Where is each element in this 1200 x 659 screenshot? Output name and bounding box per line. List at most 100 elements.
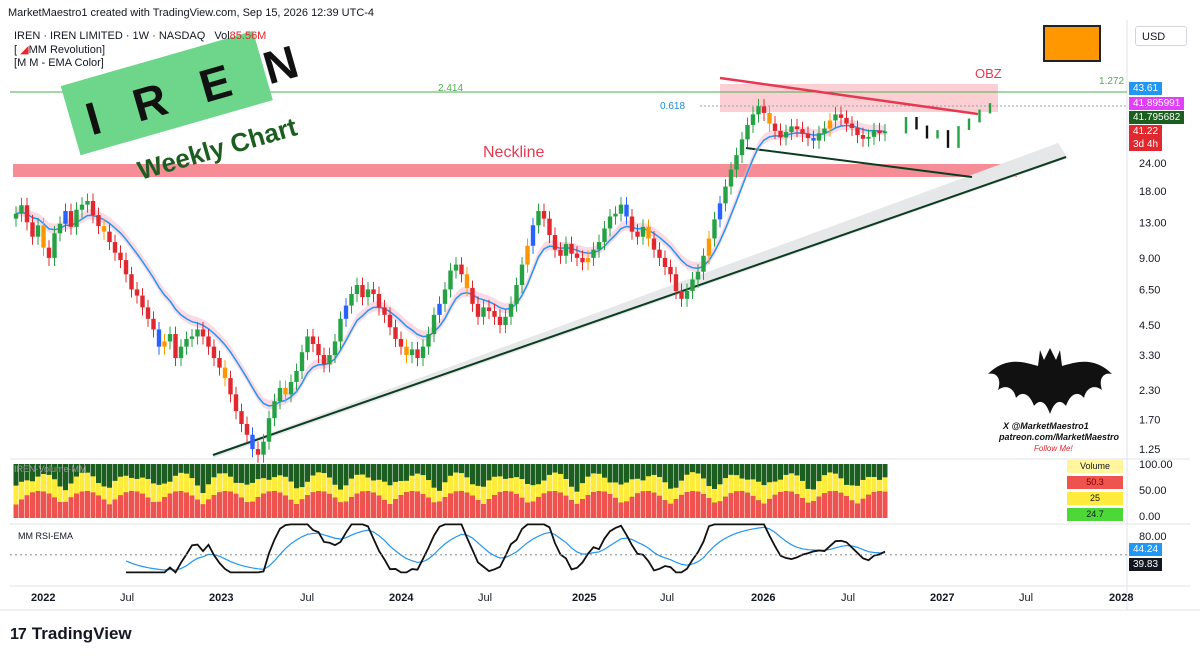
candle-body: [591, 249, 596, 258]
candle-body: [41, 225, 46, 248]
candle-body: [448, 270, 453, 290]
candle-body: [690, 279, 695, 291]
volume-bar-red: [613, 497, 618, 518]
volume-bar-yellow: [30, 481, 35, 493]
volume-bar-yellow: [101, 486, 107, 500]
rsi-panel-label: MM RSI-EMA: [18, 531, 73, 541]
volume-bar-yellow: [536, 484, 541, 497]
volume-bar-yellow: [35, 476, 41, 492]
volume-bar-red: [404, 492, 409, 518]
volume-bar-red: [140, 493, 145, 518]
volume-bar-red: [349, 497, 354, 518]
fib-label-0618: 0.618: [660, 101, 685, 112]
rsi-tag-ema: 44.24: [1129, 543, 1163, 556]
candle-body: [684, 290, 690, 299]
candle-body: [382, 307, 387, 315]
volume-bar-red: [734, 491, 739, 518]
volume-bar-red: [646, 491, 651, 518]
volume-bar-yellow: [739, 478, 745, 492]
candle-body: [107, 231, 112, 243]
watermark-site: patreon.com/MarketMaestro: [998, 432, 1120, 442]
candle-body: [316, 343, 321, 356]
watermark-cta: Follow Me!: [1034, 444, 1073, 453]
volume-bar-red: [222, 491, 228, 518]
volume-bar-yellow: [206, 484, 211, 500]
volume-bar-yellow: [624, 482, 629, 502]
volume-bar-yellow: [250, 482, 255, 502]
volume-bar-red: [827, 491, 833, 518]
candle-body: [63, 211, 68, 224]
volume-bar-red: [541, 493, 547, 518]
candle-body: [541, 211, 547, 219]
title-banner-bg: [60, 30, 273, 156]
candle-body: [750, 114, 756, 125]
volume-bar-red: [690, 491, 695, 518]
volume-bar-red: [442, 497, 448, 518]
volume-bar-red: [338, 502, 343, 518]
volume-bar-red: [46, 493, 52, 518]
volume-bar-yellow: [162, 483, 167, 498]
volume-bar-yellow: [283, 476, 288, 496]
candle-body: [794, 126, 800, 130]
candle-body: [767, 112, 772, 124]
candle-body: [695, 271, 701, 280]
candle-body: [200, 329, 206, 337]
rsi-tag-rsi: 39.83: [1129, 558, 1163, 571]
bat-icon: [988, 348, 1112, 414]
symbol-line[interactable]: IREN · IREN LIMITED · 1W · NASDAQ Vol85.…: [14, 30, 266, 42]
volume-bar-yellow: [585, 476, 591, 495]
volume-bar-red: [525, 502, 530, 518]
candle-body: [827, 120, 833, 129]
volume-bar-red: [272, 491, 277, 518]
volume-bar-yellow: [420, 475, 426, 494]
volume-bar-red: [167, 493, 173, 518]
volume-bar-red: [239, 497, 244, 518]
volume-bar-red: [866, 494, 871, 518]
volume-bar-yellow: [415, 473, 420, 492]
ema-layer: [15, 119, 886, 410]
candle-body: [327, 355, 332, 365]
volume-bar-red: [41, 491, 46, 518]
candle-body: [398, 338, 404, 347]
volume-bar-yellow: [448, 475, 453, 494]
wedge-upper: [719, 76, 979, 116]
time-axis-label: Jul: [660, 592, 674, 604]
volume-bar-red: [767, 498, 772, 518]
volume-bar-red: [585, 494, 591, 518]
candle-body: [294, 370, 299, 382]
price-tag-countdown: 3d 4h: [1129, 138, 1163, 151]
volume-bar-yellow: [811, 489, 816, 502]
volume-legend-label: Volume: [1067, 460, 1123, 473]
volume-bar-yellow: [200, 493, 206, 505]
volume-bar-red: [547, 491, 552, 518]
candle-body: [657, 249, 662, 258]
volume-bar-red: [393, 499, 398, 518]
indicator-ema-color[interactable]: [M M - EMA Color]: [14, 57, 104, 69]
volume-bar-red: [789, 491, 794, 518]
candle-body: [618, 204, 624, 214]
volume-bar-red: [79, 491, 85, 518]
candle-body: [90, 200, 96, 216]
volume-bar-red: [52, 497, 57, 518]
tradingview-logo-icon: 17: [10, 626, 27, 643]
volume-bar-yellow: [503, 478, 508, 492]
volume-bar-yellow: [426, 480, 431, 498]
candle-body: [761, 106, 767, 113]
candle-body: [624, 204, 629, 217]
tradingview-logo[interactable]: 17 TradingView: [10, 624, 132, 644]
volume-bar-red: [13, 504, 19, 518]
currency-selector[interactable]: USD: [1135, 26, 1187, 46]
volume-bar-yellow: [123, 475, 129, 493]
volume-bar-yellow: [393, 481, 398, 500]
candle-body: [217, 358, 222, 368]
candle-body: [805, 133, 811, 139]
indicator-mm-revolution[interactable]: [ ◢MM Revolution]: [14, 44, 106, 56]
volume-bar-yellow: [299, 487, 305, 500]
volume-bar-red: [200, 504, 206, 518]
fib-label-2414: 2.414: [438, 83, 463, 94]
volume-bar-yellow: [695, 473, 701, 492]
volume-bar-yellow: [184, 473, 189, 493]
candle-body: [85, 200, 90, 205]
time-axis-label: 2026: [751, 592, 775, 604]
